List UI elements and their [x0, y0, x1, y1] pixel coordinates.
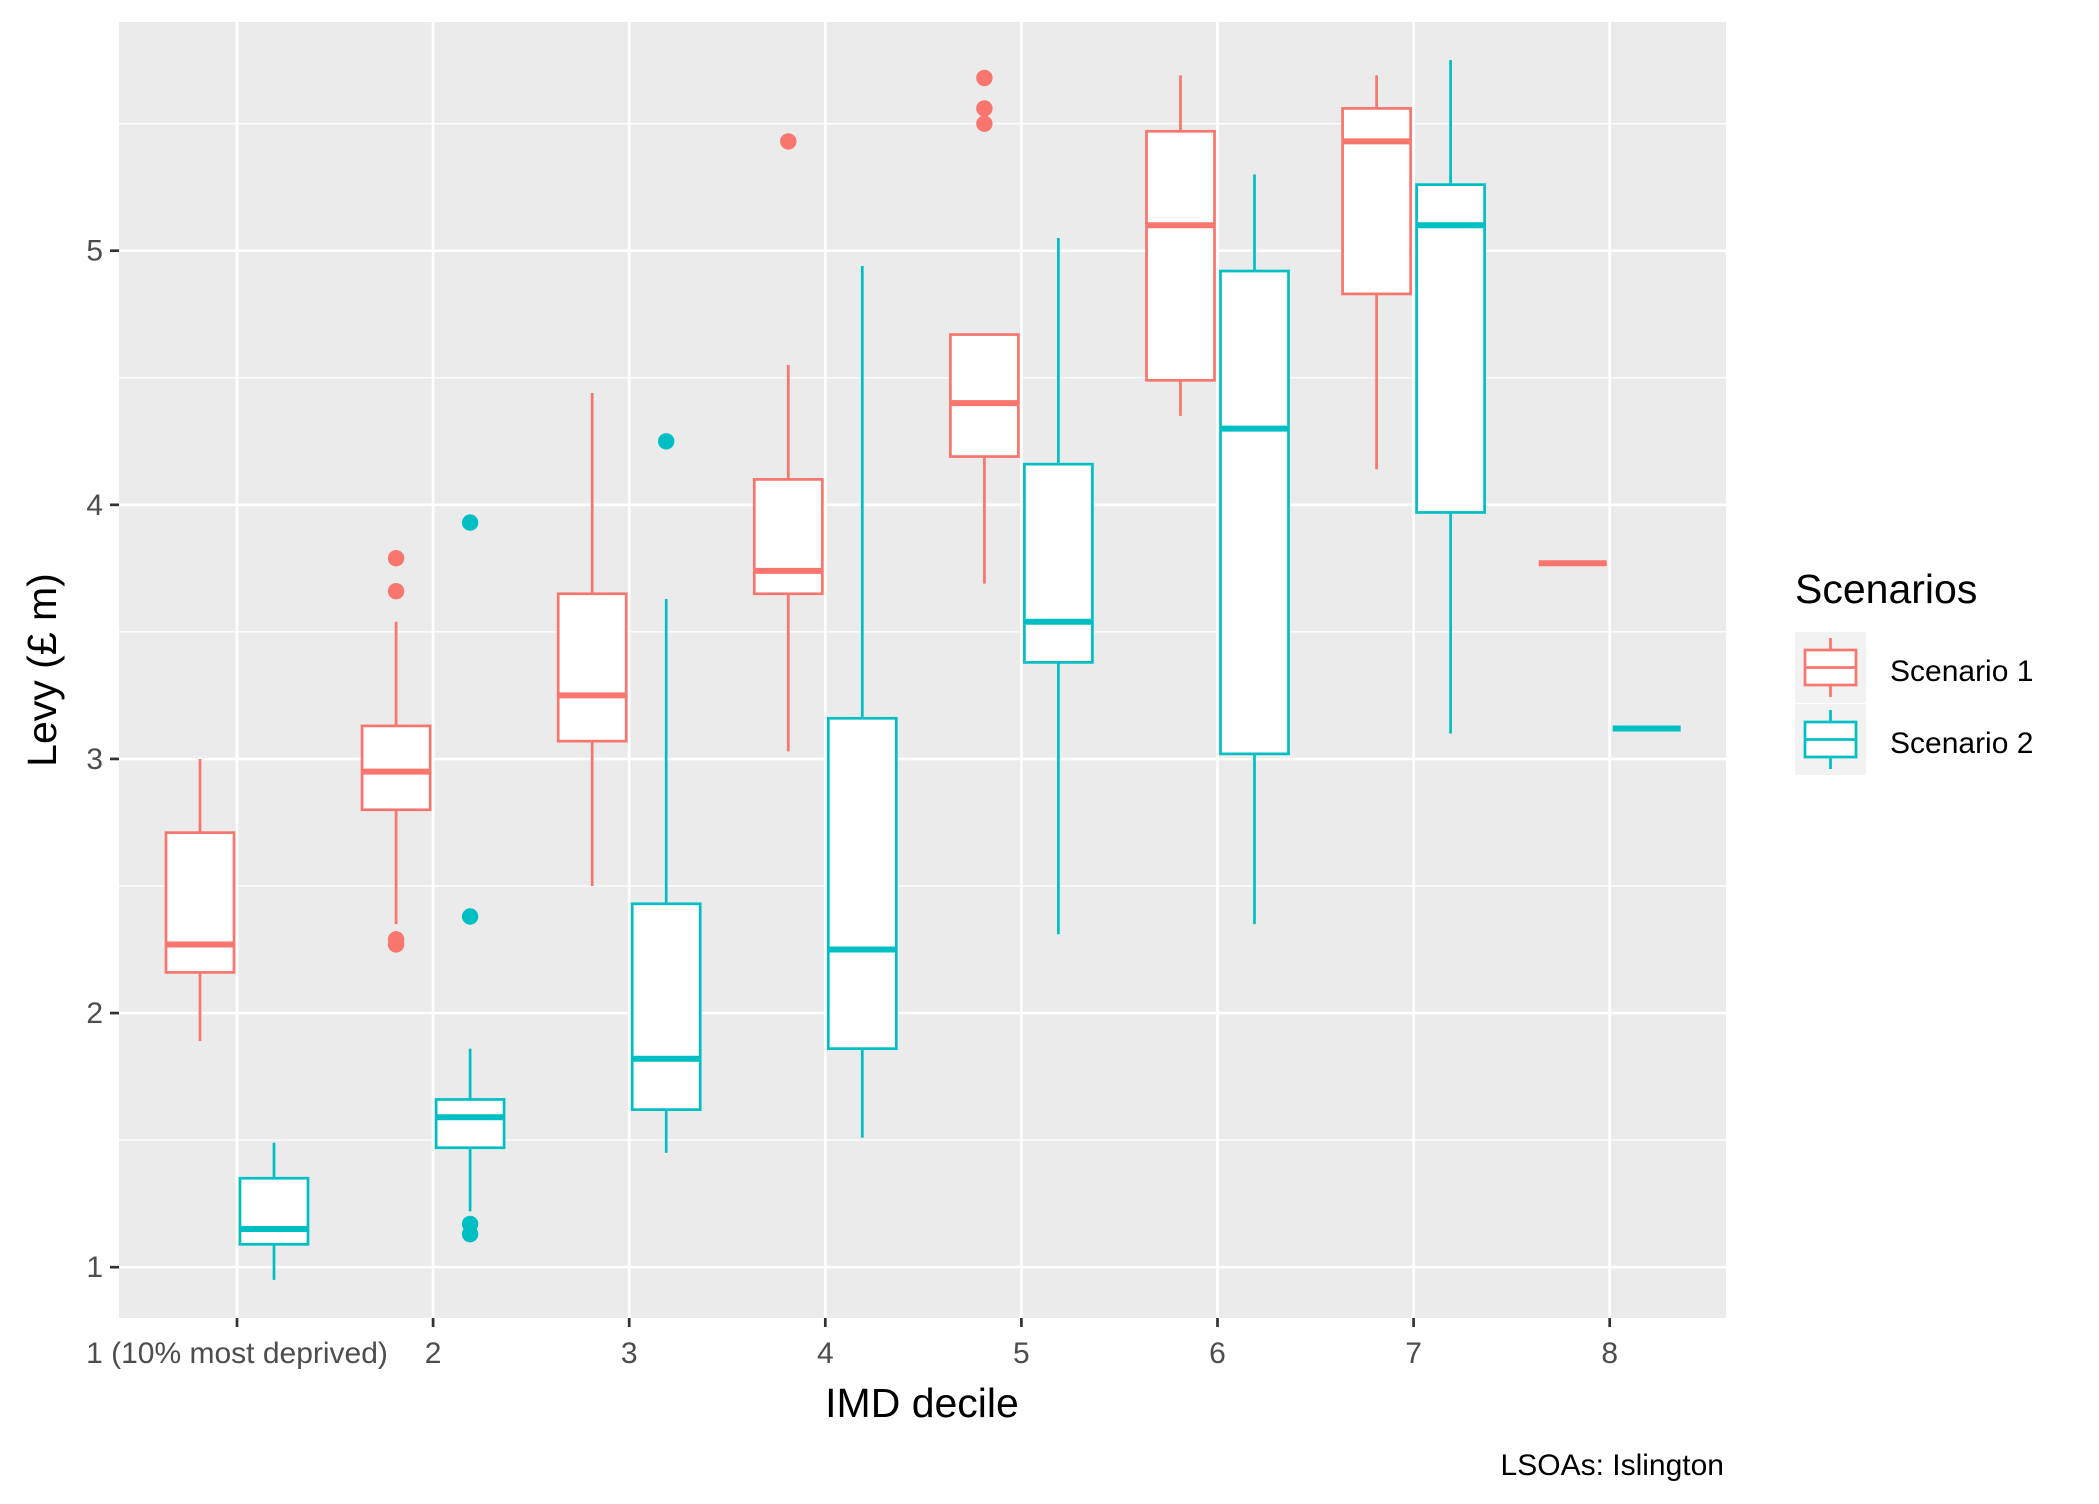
box-1-4 — [752, 133, 824, 752]
x-tick-label: 6 — [1209, 1337, 1226, 1370]
x-tick-label: 5 — [1013, 1337, 1030, 1370]
box-iqr — [434, 1098, 506, 1150]
legend-label-scenario-2: Scenario 2 — [1890, 727, 2033, 760]
legend-key-scenario-2 — [1795, 704, 1866, 775]
outlier-point — [461, 514, 479, 531]
x-tick-label: 8 — [1601, 1337, 1618, 1370]
outlier-point — [976, 69, 993, 87]
outlier-point — [976, 100, 993, 117]
outlier-point — [387, 931, 405, 948]
x-axis: 1 (10% most deprived) 2 3 4 5 6 7 8 — [86, 1318, 1618, 1370]
box-2-4 — [826, 265, 898, 1138]
x-tick-label: 1 (10% most deprived) — [86, 1337, 388, 1370]
box-2-2 — [434, 514, 506, 1243]
y-tick-label: 5 — [86, 235, 103, 268]
box-iqr — [238, 1176, 310, 1246]
x-tick-label: 3 — [621, 1337, 638, 1370]
x-tick-label: 2 — [425, 1337, 442, 1370]
outlier-point — [461, 1215, 479, 1233]
outlier-point — [780, 133, 797, 150]
y-tick-label: 3 — [86, 743, 103, 776]
outlier-point — [387, 583, 405, 600]
box-1-3 — [556, 393, 628, 886]
box-iqr — [164, 831, 236, 974]
box-1-6 — [1145, 75, 1216, 416]
legend-title: Scenarios — [1795, 566, 1977, 612]
box-iqr — [556, 592, 628, 743]
y-tick-label: 1 — [86, 1251, 103, 1284]
x-axis-title: IMD decile — [825, 1380, 1019, 1426]
box-iqr — [1219, 269, 1290, 756]
box-1-7 — [1341, 75, 1412, 470]
box-1-2 — [360, 549, 432, 953]
box-iqr — [826, 716, 898, 1050]
box-1-5 — [949, 69, 1020, 584]
y-axis-title: Levy (£ m) — [19, 573, 65, 767]
legend-key-scenario-1 — [1795, 632, 1866, 703]
legend: Scenarios Scenario 1 Scenario 2 — [1795, 566, 2033, 775]
outlier-point — [461, 908, 479, 925]
box-iqr — [752, 478, 824, 596]
x-tick-label: 7 — [1405, 1337, 1422, 1370]
box-iqr — [1023, 462, 1094, 664]
box-2-6 — [1219, 174, 1290, 925]
box-iqr — [1145, 129, 1216, 382]
legend-keys — [1795, 632, 1866, 775]
box-iqr — [360, 724, 432, 812]
x-tick-label: 4 — [817, 1337, 834, 1370]
box-iqr — [1341, 107, 1412, 296]
box-2-3 — [630, 433, 702, 1153]
caption: LSOAs: Islington — [1501, 1449, 1724, 1482]
outlier-point — [387, 549, 405, 567]
grid-minor — [119, 122, 1726, 1141]
y-tick-label: 2 — [86, 997, 103, 1030]
box-2-1 — [238, 1142, 310, 1280]
y-tick-label: 4 — [86, 489, 103, 522]
box-1-1 — [164, 758, 236, 1042]
y-axis: 1 2 3 4 5 — [86, 235, 119, 1284]
outlier-point — [976, 115, 993, 132]
box-iqr — [630, 902, 702, 1111]
box-iqr — [949, 333, 1020, 458]
legend-label-scenario-1: Scenario 1 — [1890, 655, 2033, 688]
boxes-layer — [164, 60, 1681, 1280]
box-2-7 — [1415, 60, 1486, 734]
outlier-point — [658, 433, 675, 450]
box-iqr — [1415, 183, 1486, 514]
box-2-5 — [1023, 238, 1094, 935]
